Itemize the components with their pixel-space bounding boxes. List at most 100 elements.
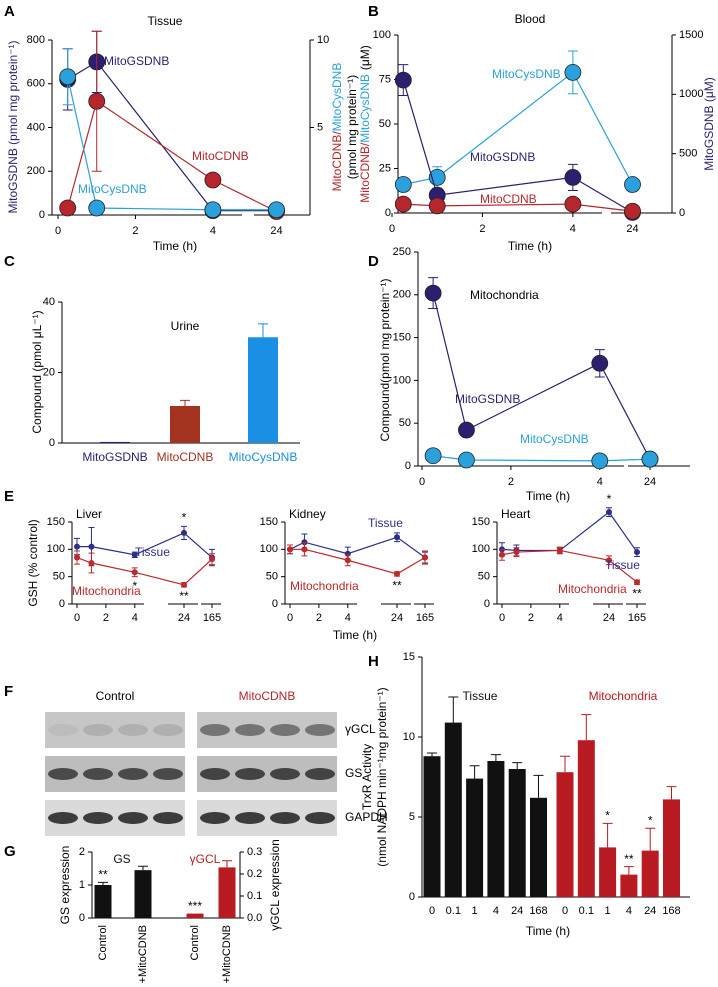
error-bar [138, 865, 148, 871]
error-bar [645, 827, 656, 851]
series-label: Mitochondria [72, 584, 141, 598]
data-point [88, 92, 106, 110]
x-tick-label: +MitoCDNB [137, 925, 149, 983]
x-tick-label: 2 [103, 612, 109, 624]
significance: ** [632, 586, 642, 600]
y-tick-label: 150 [393, 332, 411, 344]
error-bar [448, 696, 459, 723]
x-axis-label: Time (h) [333, 628, 377, 642]
series-label: MitoCDNB [480, 192, 537, 206]
data-point [88, 543, 95, 550]
data-point [591, 452, 609, 470]
error-bar [98, 881, 108, 885]
y-tick-label: 200 [393, 289, 411, 301]
x-tick-label: 4 [493, 905, 499, 917]
y-tick-label: 100 [393, 374, 411, 386]
error-bar [222, 860, 232, 868]
error-bar [490, 754, 501, 761]
y-tick-label: 5 [317, 121, 323, 133]
data-point [74, 543, 80, 550]
panel-label: H [368, 653, 379, 670]
chart-title: Urine [171, 319, 200, 333]
x-tick-label: MitoCysDNB [229, 450, 298, 464]
panel-label: G [4, 843, 16, 860]
y-tick-label: 2 [79, 846, 85, 858]
data-point [88, 560, 95, 566]
chart-title: Mitochondria [470, 288, 539, 302]
series-line [67, 76, 277, 211]
panel-label: C [4, 253, 15, 270]
x-tick-label: 4 [570, 223, 576, 235]
significance: ** [179, 589, 189, 603]
data-point [394, 570, 400, 577]
error-bar [602, 822, 613, 848]
series-line [67, 61, 277, 212]
series-line [433, 455, 651, 462]
blot-band [118, 812, 148, 824]
y2-axis-label: MitoCDNB/MitoCysDNB(pmol mg protein⁻¹) [330, 63, 359, 192]
blot-band [305, 768, 335, 780]
x-tick-label: 24 [603, 612, 615, 624]
x-tick-label: 24 [511, 905, 523, 917]
significance: ** [98, 868, 108, 882]
data-point [624, 176, 641, 193]
y-tick-label: 0 [49, 437, 55, 449]
error-bar [560, 755, 570, 773]
blot-band [200, 812, 230, 824]
blot-band [118, 724, 148, 736]
series-label: Tissue [135, 545, 170, 559]
error-bar [258, 323, 268, 338]
x-axis-label: Time (h) [526, 489, 570, 503]
error-bar [581, 714, 592, 741]
data-point [59, 199, 77, 217]
bar [620, 874, 638, 897]
series-label: Tissue [605, 558, 640, 572]
data-point [301, 546, 308, 553]
y-tick-label: 150 [47, 516, 65, 528]
y2-axis-label-part: / [330, 131, 344, 135]
y-axis-label-part: MitoCDNB [358, 146, 372, 203]
x-tick-label: 4 [210, 225, 216, 237]
series-label: MitoCysDNB [492, 67, 561, 81]
y-axis-label: GSH (% control) [26, 519, 40, 606]
x-tick-label: 165 [416, 612, 434, 624]
y-axis-label-part: MitoCysDNB [358, 74, 372, 143]
y-tick-label: 150 [260, 516, 278, 528]
y-axis-label-part: Compound(pmol mg protein⁻¹) [378, 278, 392, 441]
blot-band [235, 812, 265, 824]
y-tick-label: 500 [679, 148, 697, 160]
data-point [424, 284, 442, 302]
x-tick-label: 168 [529, 905, 547, 917]
series-label: MitoCysDNB [520, 432, 589, 446]
error-bar [533, 774, 544, 798]
y-tick-label: 0 [679, 207, 685, 219]
significance: * [182, 511, 187, 525]
series-label: Mitochondria [290, 579, 359, 593]
data-point [344, 557, 351, 564]
y-tick-label: 0 [39, 209, 45, 221]
series-label: MitoGSDNB [104, 54, 169, 68]
y2-axis-label-part: (pmol mg protein⁻¹) [345, 75, 359, 179]
series-line [289, 536, 426, 559]
x-tick-label: 0 [562, 905, 568, 917]
bar [466, 778, 484, 897]
significance: * [132, 579, 137, 593]
panel-label: A [4, 3, 15, 20]
y-axis-label: MitoCDNB/MitoCysDNB (μM) [358, 45, 372, 203]
data-point [204, 171, 222, 189]
y-axis-label-part: GS expression [58, 846, 72, 925]
bar [100, 441, 130, 443]
x-axis-label: Time (h) [526, 924, 570, 938]
data-point [88, 199, 106, 217]
y2-axis-label-part: MitoCDNB [330, 135, 344, 192]
bar [444, 722, 462, 897]
bar [530, 797, 547, 897]
y-tick-label: 15 [403, 651, 415, 663]
y-tick-label: 0 [405, 460, 411, 472]
y-tick-label: 600 [27, 78, 45, 90]
data-point [422, 554, 428, 561]
x-tick-label: 0 [499, 612, 505, 624]
chart-title: Tissue [148, 14, 183, 28]
y-axis-label-part: GSH (% control) [26, 519, 40, 606]
y-tick-label: 10 [403, 731, 415, 743]
